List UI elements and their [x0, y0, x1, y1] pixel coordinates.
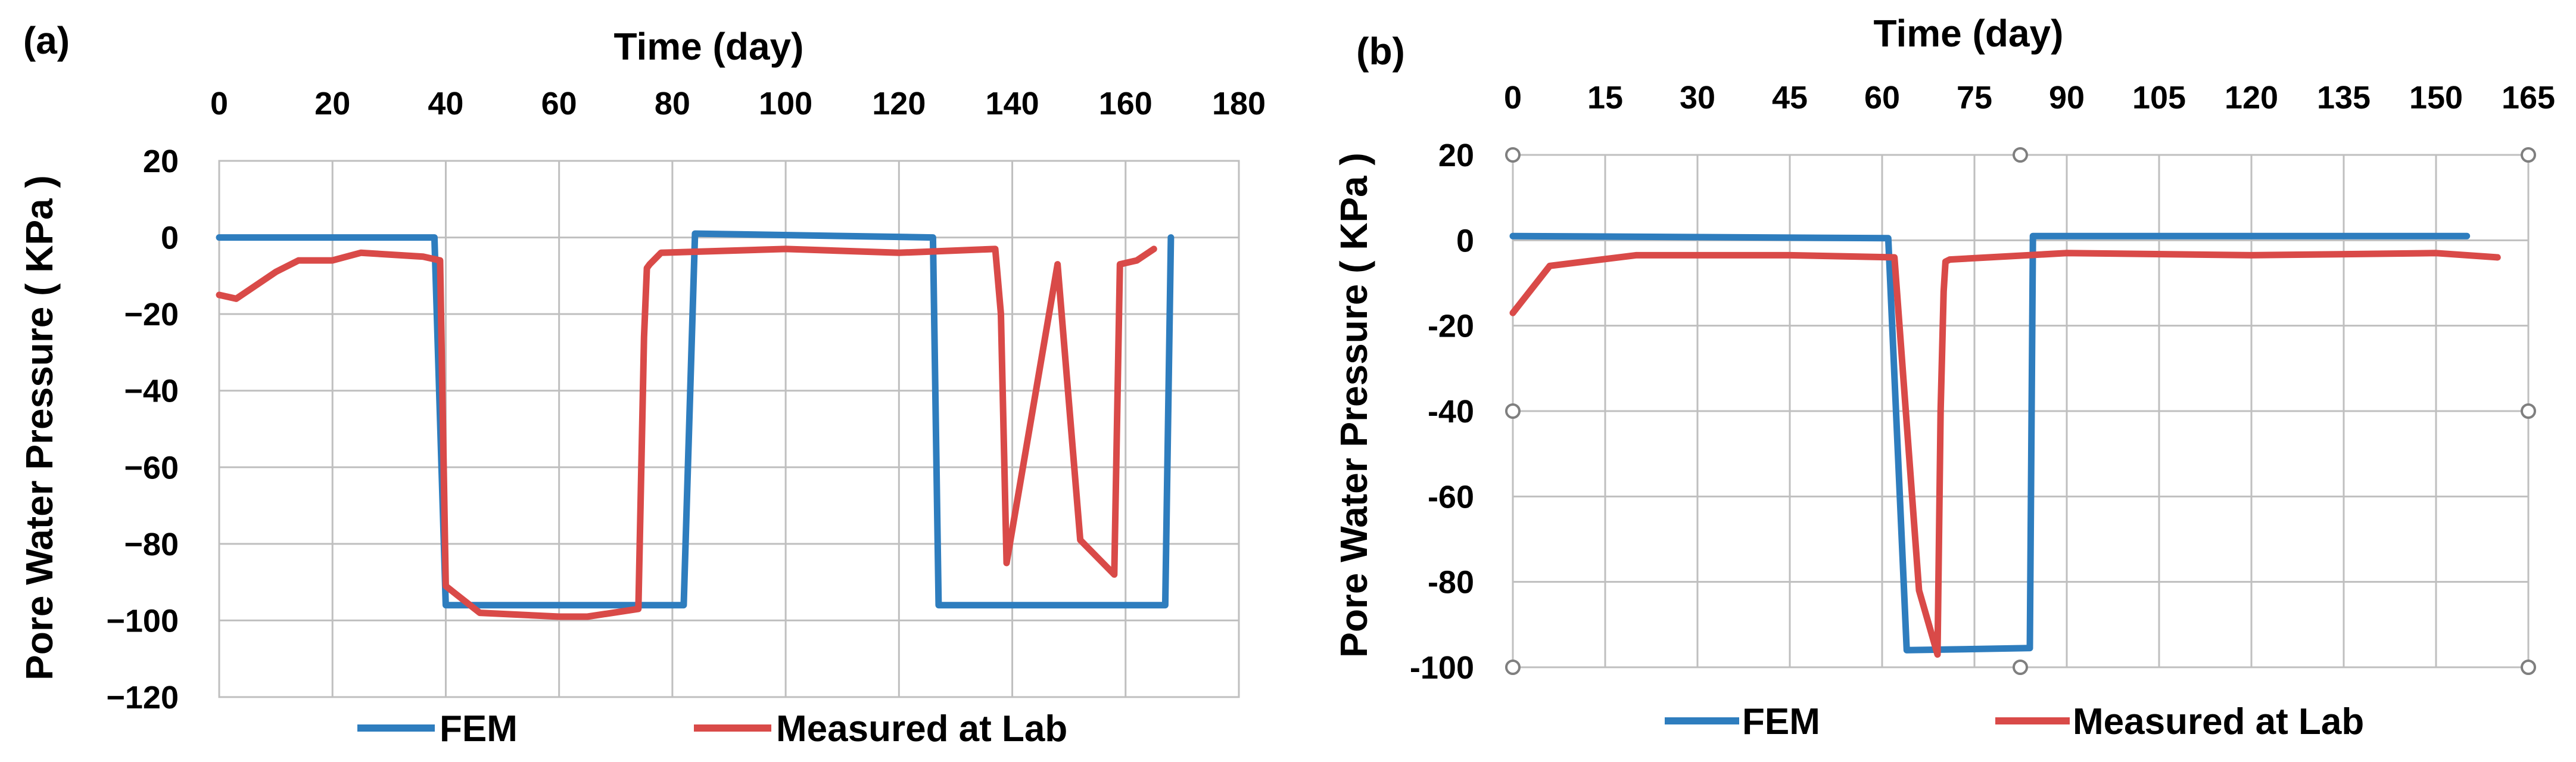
resize-handle [1505, 660, 1521, 675]
x-tick-label: 105 [2132, 80, 2186, 116]
legend-b: FEM Measured at Lab [1665, 701, 2364, 742]
y-tick-label: -20 [1428, 309, 1474, 344]
resize-handle [2013, 147, 2028, 163]
gridlines-a [219, 161, 1239, 697]
y-tick-label: -60 [1428, 479, 1474, 515]
x-tick-label: 60 [1864, 80, 1900, 116]
x-axis-title-a: Time (day) [614, 25, 804, 68]
y-tick-label: −60 [124, 450, 179, 486]
x-tick-label: 40 [428, 86, 463, 122]
series-line-measured [216, 245, 1157, 620]
resize-handle [1505, 147, 1521, 163]
x-tick-label: 0 [1504, 80, 1522, 116]
x-tick-label: 80 [655, 86, 690, 122]
x-axis-title-b: Time (day) [1874, 12, 2064, 55]
y-tick-label: −40 [124, 374, 179, 409]
y-axis-title-a: Pore Water Pressure ( KPa ) [18, 175, 61, 680]
x-tick-label: 20 [314, 86, 350, 122]
x-tick-label: 0 [210, 86, 228, 122]
legend-label-measured-b: Measured at Lab [2073, 701, 2364, 742]
x-tick-label: 90 [2049, 80, 2085, 116]
y-axis-title-b: Pore Water Pressure ( KPa ) [1332, 153, 1375, 658]
plot-area-a [218, 160, 1240, 698]
x-tick-label: 15 [1587, 80, 1623, 116]
x-tick-labels-b: 0 15 30 45 60 75 90 105 120 135 150 165 [1504, 80, 2555, 116]
x-tick-label: 160 [1099, 86, 1152, 122]
y-tick-label: -100 [1410, 650, 1474, 686]
x-tick-label: 75 [1957, 80, 1992, 116]
y-tick-label: -40 [1428, 394, 1474, 430]
y-tick-label: 0 [1456, 223, 1474, 259]
series-lines-a [216, 230, 1175, 620]
legend-label-fem-a: FEM [440, 708, 518, 749]
resize-handle [2521, 403, 2536, 419]
y-tick-labels-b: 20 0 -20 -40 -60 -80 -100 [1410, 138, 1474, 686]
y-tick-labels-a: 20 0 −20 −40 −60 −80 −100 −120 [106, 144, 179, 716]
x-tick-label: 140 [986, 86, 1039, 122]
y-tick-label: −80 [124, 527, 179, 562]
series-line-fem [1509, 232, 2471, 654]
x-tick-label: 120 [872, 86, 926, 122]
x-tick-label: 135 [2317, 80, 2371, 116]
x-tick-labels-a: 0 20 40 60 80 100 120 140 160 180 [210, 86, 1266, 122]
selection-handles-b [1505, 147, 2536, 675]
chart-panel-b: (b) Time (day) Pore Water Pressure ( KPa… [1332, 12, 2555, 742]
series-lines-b [1509, 232, 2501, 658]
x-tick-label: 120 [2225, 80, 2278, 116]
x-tick-label: 165 [2502, 80, 2555, 116]
x-tick-label: 30 [1680, 80, 1715, 116]
series-line-measured [1509, 250, 2501, 658]
x-tick-label: 60 [541, 86, 577, 122]
legend-label-fem-b: FEM [1742, 701, 1820, 742]
gridlines-b [1513, 155, 2528, 667]
y-tick-label: −20 [124, 297, 179, 332]
x-tick-label: 100 [759, 86, 812, 122]
y-tick-label: -80 [1428, 565, 1474, 601]
x-tick-label: 180 [1212, 86, 1266, 122]
resize-handle [2013, 660, 2028, 675]
y-tick-label: −100 [106, 603, 179, 639]
panel-label-b: (b) [1356, 30, 1405, 73]
y-tick-label: −120 [106, 680, 179, 716]
legend-a: FEM Measured at Lab [357, 708, 1067, 749]
series-line-fem [216, 230, 1175, 609]
y-tick-label: 0 [161, 220, 179, 256]
y-tick-label: 20 [143, 144, 179, 179]
resize-handle [2521, 660, 2536, 675]
panel-label-a: (a) [23, 19, 70, 62]
legend-label-measured-a: Measured at Lab [776, 708, 1067, 749]
resize-handle [1505, 403, 1521, 419]
y-tick-label: 20 [1438, 138, 1474, 173]
x-tick-label: 150 [2409, 80, 2463, 116]
chart-panel-a: (a) Time (day) Pore Water Pressure ( KPa… [18, 19, 1266, 749]
resize-handle [2521, 147, 2536, 163]
x-tick-label: 45 [1772, 80, 1808, 116]
